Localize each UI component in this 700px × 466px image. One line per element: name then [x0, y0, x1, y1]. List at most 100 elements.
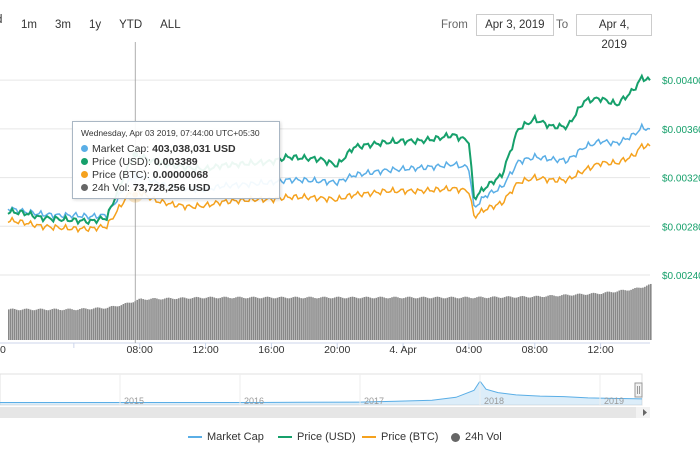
volume-bar	[383, 297, 385, 340]
x-tick-label: 12:00	[192, 344, 218, 356]
navigator-handle[interactable]	[634, 382, 643, 398]
volume-bar	[227, 297, 229, 340]
volume-bar	[219, 297, 221, 340]
volume-bar	[88, 309, 91, 340]
legend-price-usd[interactable]: Price (USD)	[278, 431, 356, 443]
x-tick-label: 4. Apr	[389, 344, 417, 356]
zoom-1m-button[interactable]: 1m	[21, 19, 37, 31]
volume-bar	[466, 296, 468, 340]
volume-bar	[410, 297, 413, 340]
volume-bar	[274, 298, 277, 340]
navigator-year-label: 2015	[124, 396, 144, 406]
y-tick-label: $0.00400	[662, 76, 700, 87]
volume-bar	[608, 291, 611, 340]
volume-bar	[644, 286, 646, 340]
volume-bar	[434, 296, 437, 340]
volume-bar	[306, 297, 308, 340]
volume-bar	[482, 297, 484, 340]
volume-bar	[31, 310, 34, 340]
volume-bar	[9, 308, 12, 340]
volume-bar	[578, 293, 581, 340]
volume-bar	[489, 297, 492, 340]
navigator-year-label: 2016	[244, 396, 264, 406]
volume-bar	[355, 297, 358, 340]
volume-bar	[616, 291, 619, 340]
navigator-year-label: 2018	[484, 396, 504, 406]
volume-bar	[108, 306, 111, 340]
volume-bar	[209, 296, 212, 340]
volume-bar	[243, 297, 245, 340]
tooltip-price-usd-label: Price (USD):	[92, 156, 151, 168]
volume-bar	[582, 294, 585, 340]
volume-bar	[638, 287, 640, 340]
volume-bar	[231, 298, 233, 340]
volume-bar	[282, 296, 285, 340]
scrollbar-thumb[interactable]	[0, 407, 636, 418]
zoom-all-button[interactable]: ALL	[160, 19, 181, 31]
volume-bar	[343, 298, 346, 340]
to-date-input[interactable]: Apr 4, 2019	[576, 14, 653, 51]
zoom-ytd-button[interactable]: YTD	[119, 19, 143, 31]
zoom-3m-button[interactable]: 3m	[54, 19, 71, 31]
volume-bar	[205, 297, 208, 340]
legend-market-cap[interactable]: Market Cap	[188, 431, 264, 443]
volume-bar	[549, 295, 551, 340]
volume-bar	[565, 294, 567, 340]
volume-bar	[337, 296, 340, 340]
volume-bar	[316, 298, 318, 340]
volume-bar	[262, 297, 265, 340]
volume-bar	[505, 296, 508, 340]
volume-bar	[104, 308, 107, 340]
zoom-button-partial[interactable]: d	[0, 14, 2, 26]
volume-bar	[448, 297, 451, 340]
volume-bar	[594, 293, 597, 340]
volume-bar	[491, 296, 494, 340]
volume-bar	[474, 297, 476, 340]
legend-price-btc[interactable]: Price (BTC)	[362, 431, 438, 443]
volume-bar	[436, 296, 439, 340]
volume-bar	[254, 297, 257, 340]
volume-bar	[272, 298, 275, 340]
volume-bar	[614, 292, 617, 340]
tooltip-row-price-usd: Price (USD): 0.003389	[81, 156, 198, 168]
volume-bar	[73, 309, 75, 340]
volume-bar	[511, 297, 514, 340]
volume-bar	[41, 308, 44, 340]
volume-bar	[75, 310, 77, 340]
volume-bar	[642, 287, 644, 340]
zoom-1y-button[interactable]: 1y	[88, 19, 102, 31]
volume-bar	[381, 296, 383, 340]
volume-bar	[517, 297, 520, 340]
volume-bar	[71, 309, 73, 340]
volume-bar	[320, 297, 322, 340]
volume-bar	[237, 296, 239, 340]
volume-bar	[45, 310, 48, 340]
volume-bar	[276, 297, 279, 340]
scroll-right-arrow-icon[interactable]	[643, 409, 647, 416]
legend-volume[interactable]: 24h Vol	[451, 431, 502, 443]
volume-bar	[460, 297, 462, 340]
volume-bar	[648, 284, 650, 340]
volume-bar	[175, 298, 178, 340]
volume-bar	[450, 296, 453, 340]
volume-bar	[501, 297, 504, 340]
volume-bar	[310, 296, 312, 340]
volume-bar	[403, 298, 405, 340]
volume-bar	[304, 297, 306, 340]
volume-bar	[177, 298, 180, 340]
volume-bar	[626, 290, 628, 340]
volume-bar	[239, 296, 241, 340]
tooltip-price-btc-value: 0.00000068	[152, 169, 209, 181]
tooltip-row-market-cap: Market Cap: 403,038,031 USD	[81, 143, 236, 155]
volume-bar	[179, 297, 182, 340]
tooltip-row-price-btc: Price (BTC): 0.00000068	[81, 169, 208, 181]
volume-bar	[525, 296, 528, 340]
volume-bar	[203, 298, 206, 340]
from-date-input[interactable]: Apr 3, 2019	[475, 14, 554, 36]
volume-bar	[519, 296, 522, 340]
volume-bar	[27, 308, 30, 340]
volume-bar	[470, 298, 472, 340]
volume-bar	[57, 309, 59, 340]
volume-bar	[418, 297, 421, 340]
